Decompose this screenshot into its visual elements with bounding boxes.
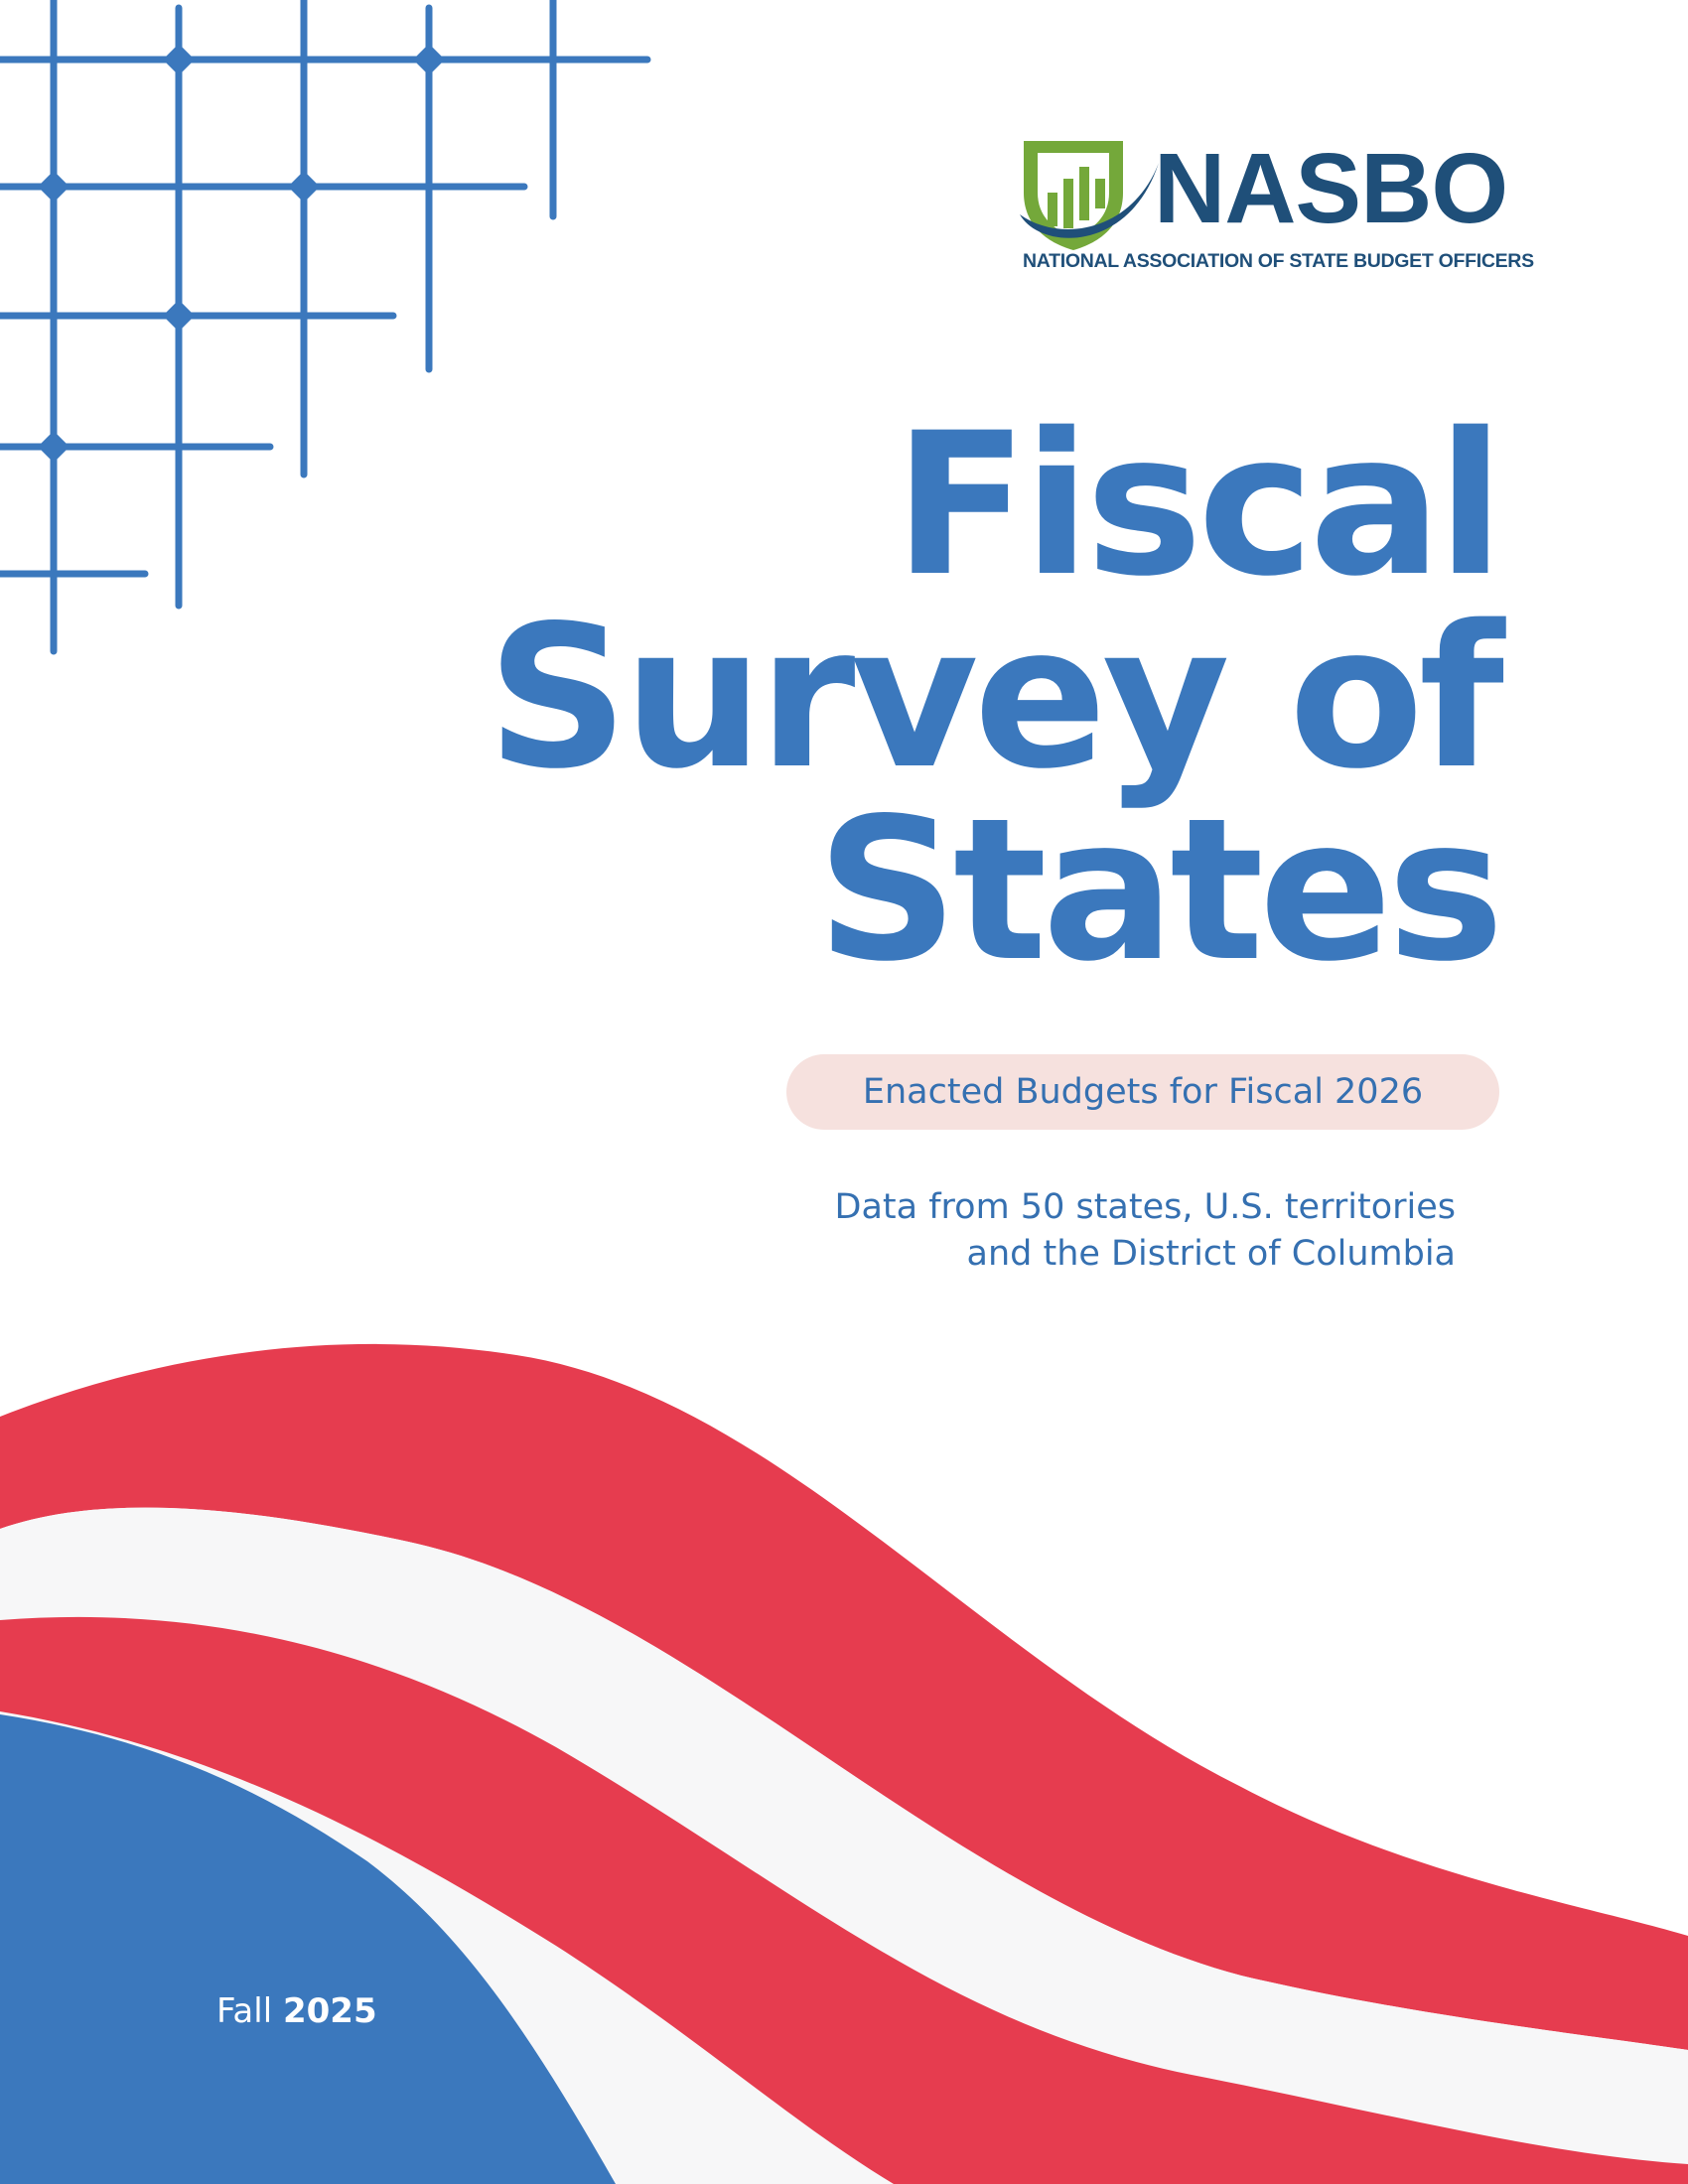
description-line: Data from 50 states, U.S. territories <box>834 1187 1456 1227</box>
edition-date: Fall 2025 <box>216 1991 377 2031</box>
flag-wave-decoration <box>0 1343 1688 2184</box>
nasbo-logo[interactable]: NASBO NATIONAL ASSOCIATION OF STATE BUDG… <box>1013 127 1534 286</box>
subtitle-badge: Enacted Budgets for Fiscal 2026 <box>786 1054 1499 1130</box>
grid-decoration <box>0 0 651 655</box>
logo-wordmark: NASBO <box>1154 133 1508 244</box>
coverage-description: Data from 50 states, U.S. territories an… <box>835 1184 1456 1278</box>
page-title: Fiscal Survey of States <box>487 390 1504 1005</box>
title-line: States <box>816 775 1504 1005</box>
title-line: Survey of <box>487 583 1504 812</box>
description-line: and the District of Columbia <box>966 1234 1456 1274</box>
wave-stripe-red-top <box>0 1343 1688 2050</box>
nasbo-shield-icon <box>1020 141 1159 250</box>
bar-chart-icon <box>1048 167 1105 228</box>
edition-year: 2025 <box>282 1991 377 2031</box>
logo-tagline: NATIONAL ASSOCIATION OF STATE BUDGET OFF… <box>1023 250 1534 272</box>
wave-blue-field <box>0 1714 616 2184</box>
title-line: Fiscal <box>894 390 1504 619</box>
edition-season: Fall <box>216 1991 273 2031</box>
